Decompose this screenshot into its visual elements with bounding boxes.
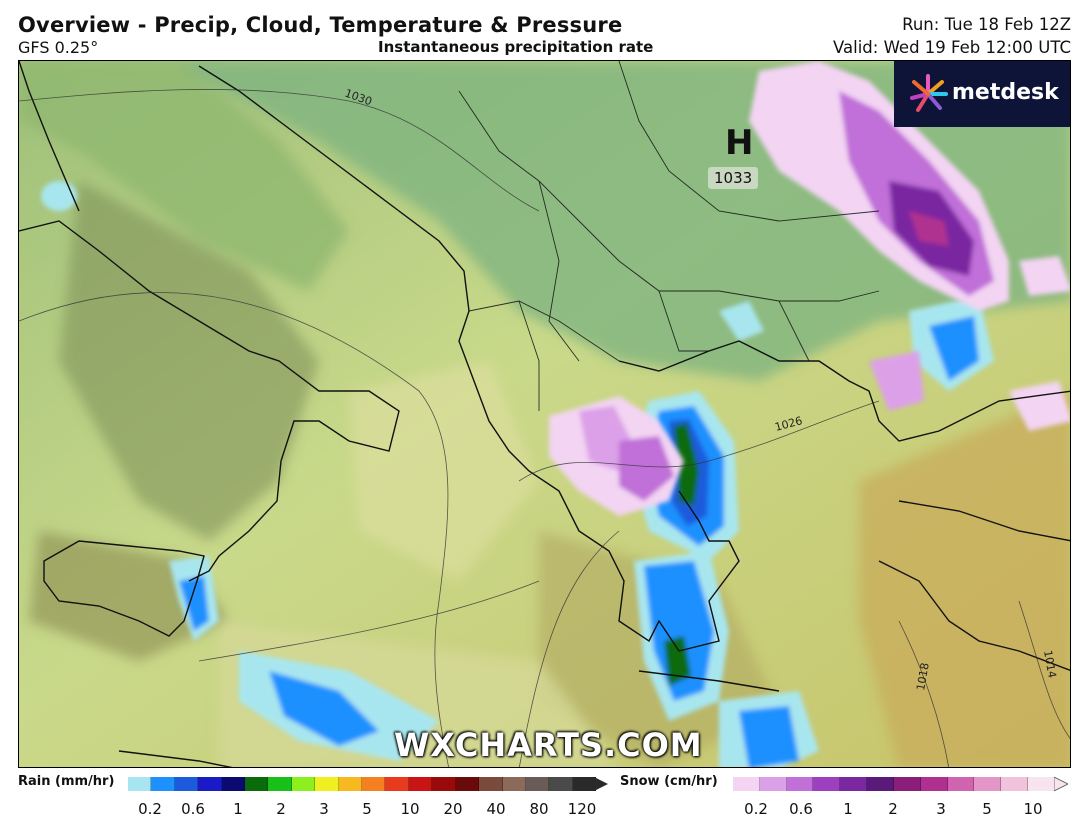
snow-swatch <box>759 777 787 791</box>
weather-map: 1030 1026 1018 1014 metdesk H 1033 WXCHA… <box>18 60 1071 768</box>
rain-swatch <box>502 777 526 791</box>
snow-swatch <box>974 777 1002 791</box>
metdesk-logo: metdesk <box>894 61 1070 127</box>
rain-swatch <box>291 777 316 791</box>
rain-swatch <box>549 777 573 791</box>
rain-swatch <box>221 777 246 791</box>
watermark: WXCHARTS.COM <box>394 726 703 764</box>
high-pressure-value: 1033 <box>708 167 759 189</box>
legend-tick-label: 120 <box>567 800 597 818</box>
rain-swatch <box>572 777 597 791</box>
rain-swatch <box>151 777 175 791</box>
isobar-labels: 1030 1026 1018 1014 <box>343 87 1059 692</box>
rain-areas <box>41 181 994 767</box>
metdesk-logo-text: metdesk <box>952 80 1059 105</box>
snow-swatch <box>733 777 760 791</box>
legend-tick-label: 0.6 <box>181 800 205 818</box>
legend-tick-label: 20 <box>443 800 463 818</box>
snow-swatch <box>893 777 921 791</box>
legend-tick-label: 5 <box>362 800 372 818</box>
rain-swatch <box>245 777 269 791</box>
snow-swatch <box>1028 777 1055 791</box>
legend-tick-label: 0.2 <box>744 800 768 818</box>
snow-swatch <box>840 777 868 791</box>
chart-title: Overview - Precip, Cloud, Temperature & … <box>18 13 623 37</box>
metdesk-logo-icon <box>910 74 948 112</box>
snow-areas <box>549 61 1070 516</box>
legend-tick-label: 5 <box>982 800 992 818</box>
snow-swatch <box>1001 777 1029 791</box>
chart-subtitle: Instantaneous precipitation rate <box>378 38 654 56</box>
legend-tick-label: 10 <box>400 800 420 818</box>
legend-tick-label: 10 <box>1023 800 1043 818</box>
legend-tick-label: 1 <box>233 800 243 818</box>
legend-tick-label: 2 <box>276 800 286 818</box>
borders <box>458 61 880 411</box>
map-canvas: 1030 1026 1018 1014 <box>19 61 1070 767</box>
rain-swatch <box>525 777 550 791</box>
legend-tick-label: 0.6 <box>789 800 813 818</box>
snow-color-bar <box>733 777 1055 791</box>
legend-tick-label: 0.2 <box>138 800 162 818</box>
rain-swatch <box>268 777 292 791</box>
snow-swatch <box>947 777 975 791</box>
isobar-label: 1018 <box>914 662 932 692</box>
rain-color-bar <box>128 777 597 791</box>
rain-swatch <box>432 777 456 791</box>
rain-swatch <box>338 777 363 791</box>
rain-bar-arrow <box>594 777 608 791</box>
run-time: Run: Tue 18 Feb 12Z <box>902 15 1071 34</box>
rain-swatch <box>408 777 433 791</box>
rain-swatch <box>315 777 339 791</box>
legend-tick-label: 3 <box>319 800 329 818</box>
legend-tick-label: 40 <box>486 800 506 818</box>
rain-legend-label: Rain (mm/hr) <box>18 774 115 789</box>
snow-swatch <box>813 777 841 791</box>
rain-swatch <box>455 777 480 791</box>
rain-swatch <box>362 777 386 791</box>
legend-tick-label: 3 <box>936 800 946 818</box>
rain-swatch <box>479 777 503 791</box>
snow-swatch <box>867 777 894 791</box>
high-pressure-symbol: H <box>725 123 754 163</box>
coastlines <box>19 61 1070 767</box>
rain-swatch <box>128 777 152 791</box>
legend-tick-label: 1 <box>843 800 853 818</box>
model-label: GFS 0.25° <box>18 38 99 57</box>
rain-swatch <box>174 777 199 791</box>
rain-swatch <box>198 777 222 791</box>
snow-swatch <box>786 777 814 791</box>
rain-swatch <box>385 777 409 791</box>
snow-legend-label: Snow (cm/hr) <box>620 774 718 789</box>
snow-swatch <box>920 777 948 791</box>
snow-bar-arrow <box>1054 777 1068 791</box>
legend-tick-label: 80 <box>529 800 549 818</box>
isobar-label: 1014 <box>1041 649 1059 679</box>
legend-tick-label: 2 <box>888 800 898 818</box>
valid-time: Valid: Wed 19 Feb 12:00 UTC <box>833 38 1071 57</box>
isobars <box>19 89 1070 767</box>
